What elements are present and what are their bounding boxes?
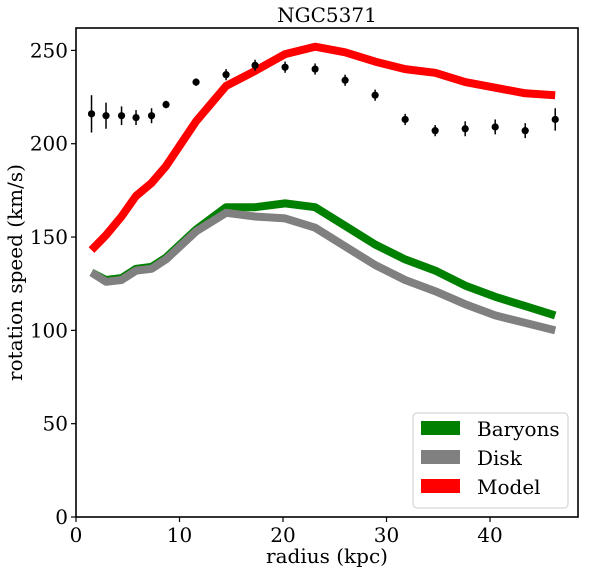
y-tick-label: 150 (30, 225, 68, 249)
x-tick-label: 30 (374, 523, 399, 547)
legend-label-baryons: Baryons (477, 417, 560, 441)
data-point (491, 123, 499, 131)
data-point (431, 127, 439, 135)
x-tick-label: 0 (70, 523, 83, 547)
y-tick-label: 200 (30, 132, 68, 156)
chart-legend: Baryons Disk Model (412, 412, 569, 509)
data-point (311, 65, 319, 73)
chart-title: NGC5371 (277, 3, 377, 27)
data-point (251, 61, 259, 69)
x-axis-label: radius (kpc) (266, 544, 388, 568)
data-point (117, 112, 126, 120)
legend-swatch-model (421, 479, 460, 493)
legend-label-disk: Disk (477, 446, 523, 470)
legend-swatch-baryons (421, 421, 460, 435)
legend-swatch-disk (421, 450, 460, 464)
data-point (461, 125, 469, 133)
x-tick-label: 40 (477, 523, 502, 547)
y-tick-label: 50 (43, 412, 68, 436)
data-point (222, 71, 230, 79)
series-line-disk (89, 208, 557, 335)
data-point (281, 63, 289, 71)
data-point (371, 91, 379, 99)
data-point (147, 112, 156, 120)
x-tick-label: 20 (270, 523, 295, 547)
y-axis-label: rotation speed (km/s) (3, 164, 27, 381)
y-tick-label: 250 (30, 38, 68, 62)
series-line-model (88, 42, 556, 253)
data-point (87, 110, 96, 118)
data-point (401, 115, 409, 124)
data-point (132, 113, 140, 122)
data-point (162, 100, 170, 109)
legend-label-model: Model (477, 475, 541, 499)
data-point (551, 115, 559, 124)
data-point (192, 78, 200, 86)
x-tick-label: 10 (167, 523, 192, 547)
plot-frame (75, 27, 579, 518)
y-tick-label: 0 (55, 505, 68, 529)
axis-ticks: 0 10 20 30 40 0 50 100 150 200 250 (30, 38, 503, 547)
data-point (521, 127, 529, 135)
y-tick-label: 100 (30, 318, 68, 342)
plot-marks (87, 42, 559, 335)
data-point (341, 76, 349, 84)
data-point (102, 112, 110, 120)
